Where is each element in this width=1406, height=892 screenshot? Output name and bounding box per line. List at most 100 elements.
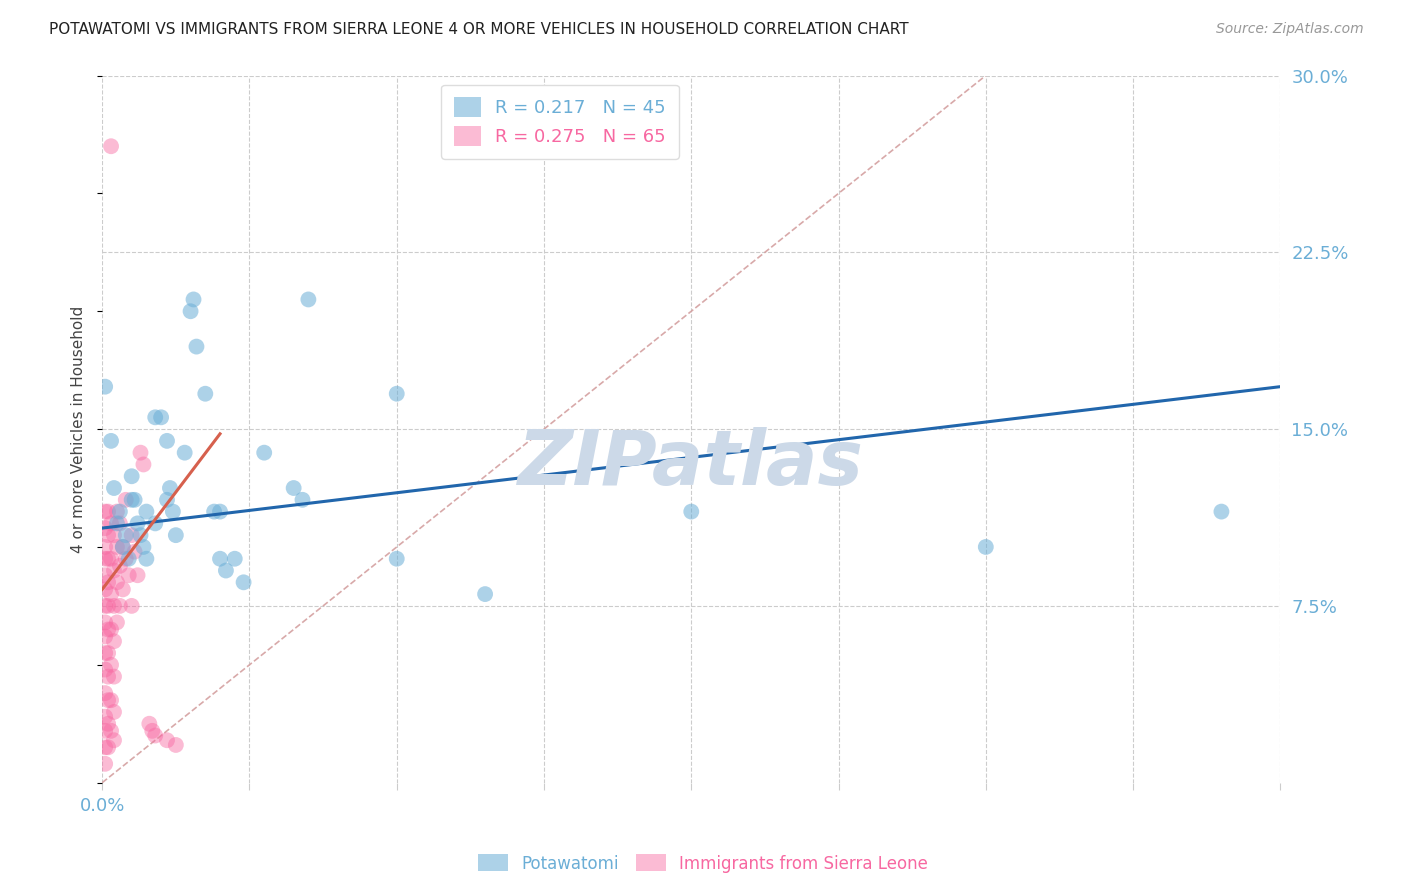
Point (97, 551, 120, 566)
Point (111, 540, 134, 554)
Point (114, 528, 136, 542)
Point (143, 516, 166, 531)
Point (108, 558, 131, 573)
Y-axis label: 4 or more Vehicles in Household: 4 or more Vehicles in Household (72, 305, 86, 553)
Point (135, 551, 157, 566)
Point (132, 458, 155, 472)
Point (97, 575, 120, 590)
Point (100, 139, 122, 153)
Point (156, 492, 179, 507)
Point (94, 551, 117, 566)
Point (143, 729, 166, 743)
Point (1211, 505, 1233, 519)
Point (194, 386, 217, 401)
Point (105, 516, 128, 531)
Point (94, 686, 117, 700)
Point (94, 756, 117, 771)
Point (111, 582, 134, 597)
Point (165, 738, 187, 752)
Point (97, 740, 120, 755)
Point (232, 575, 254, 590)
Point (100, 723, 122, 738)
Point (108, 505, 131, 519)
Point (94, 663, 117, 677)
Point (97, 505, 120, 519)
Point (94, 740, 117, 755)
Point (141, 723, 163, 738)
Text: POTAWATOMI VS IMMIGRANTS FROM SIERRA LEONE 4 OR MORE VEHICLES IN HOUSEHOLD CORRE: POTAWATOMI VS IMMIGRANTS FROM SIERRA LEO… (49, 22, 908, 37)
Point (124, 492, 146, 507)
Point (94, 521, 117, 535)
Point (94, 540, 117, 554)
Point (202, 505, 225, 519)
Point (111, 540, 134, 554)
Point (103, 564, 125, 578)
Point (150, 410, 173, 425)
Point (94, 709, 117, 723)
Point (105, 540, 128, 554)
Point (114, 492, 136, 507)
Point (100, 434, 122, 448)
Point (143, 410, 166, 425)
Point (103, 634, 125, 648)
Point (103, 481, 125, 495)
Point (681, 505, 703, 519)
Point (132, 540, 155, 554)
Point (183, 293, 205, 307)
Point (173, 445, 195, 459)
Point (121, 528, 143, 542)
Point (156, 733, 179, 747)
Point (100, 516, 122, 531)
Point (121, 469, 143, 483)
Point (127, 568, 149, 582)
Point (159, 481, 181, 495)
Point (253, 445, 276, 459)
Point (94, 615, 117, 630)
Point (118, 551, 141, 566)
Point (94, 379, 117, 393)
Point (94, 582, 117, 597)
Point (97, 623, 120, 637)
Point (124, 544, 146, 558)
Point (97, 528, 120, 542)
Point (103, 733, 125, 747)
Legend: R = 0.217   N = 45, R = 0.275   N = 65: R = 0.217 N = 45, R = 0.275 N = 65 (441, 85, 679, 159)
Point (97, 693, 120, 707)
Point (114, 551, 136, 566)
Point (97, 670, 120, 684)
Point (108, 599, 131, 613)
Point (385, 551, 408, 566)
Point (121, 492, 143, 507)
Point (105, 505, 128, 519)
Point (974, 540, 997, 554)
Point (297, 293, 319, 307)
Point (97, 599, 120, 613)
Point (291, 492, 314, 507)
Point (165, 528, 187, 542)
Point (138, 716, 160, 731)
Point (162, 505, 184, 519)
Point (121, 599, 143, 613)
Point (180, 304, 202, 318)
Text: Source: ZipAtlas.com: Source: ZipAtlas.com (1216, 22, 1364, 37)
Point (186, 340, 208, 354)
Point (129, 445, 152, 459)
Point (100, 657, 122, 672)
Point (103, 528, 125, 542)
Text: ZIPatlas: ZIPatlas (519, 427, 865, 501)
Point (94, 568, 117, 582)
Point (105, 575, 128, 590)
Point (105, 615, 128, 630)
Point (208, 551, 231, 566)
Point (215, 564, 238, 578)
Point (100, 623, 122, 637)
Point (97, 716, 120, 731)
Point (127, 516, 149, 531)
Point (100, 693, 122, 707)
Point (474, 587, 496, 601)
Point (94, 599, 117, 613)
Point (103, 705, 125, 719)
Point (108, 516, 131, 531)
Point (103, 599, 125, 613)
Point (97, 646, 120, 660)
